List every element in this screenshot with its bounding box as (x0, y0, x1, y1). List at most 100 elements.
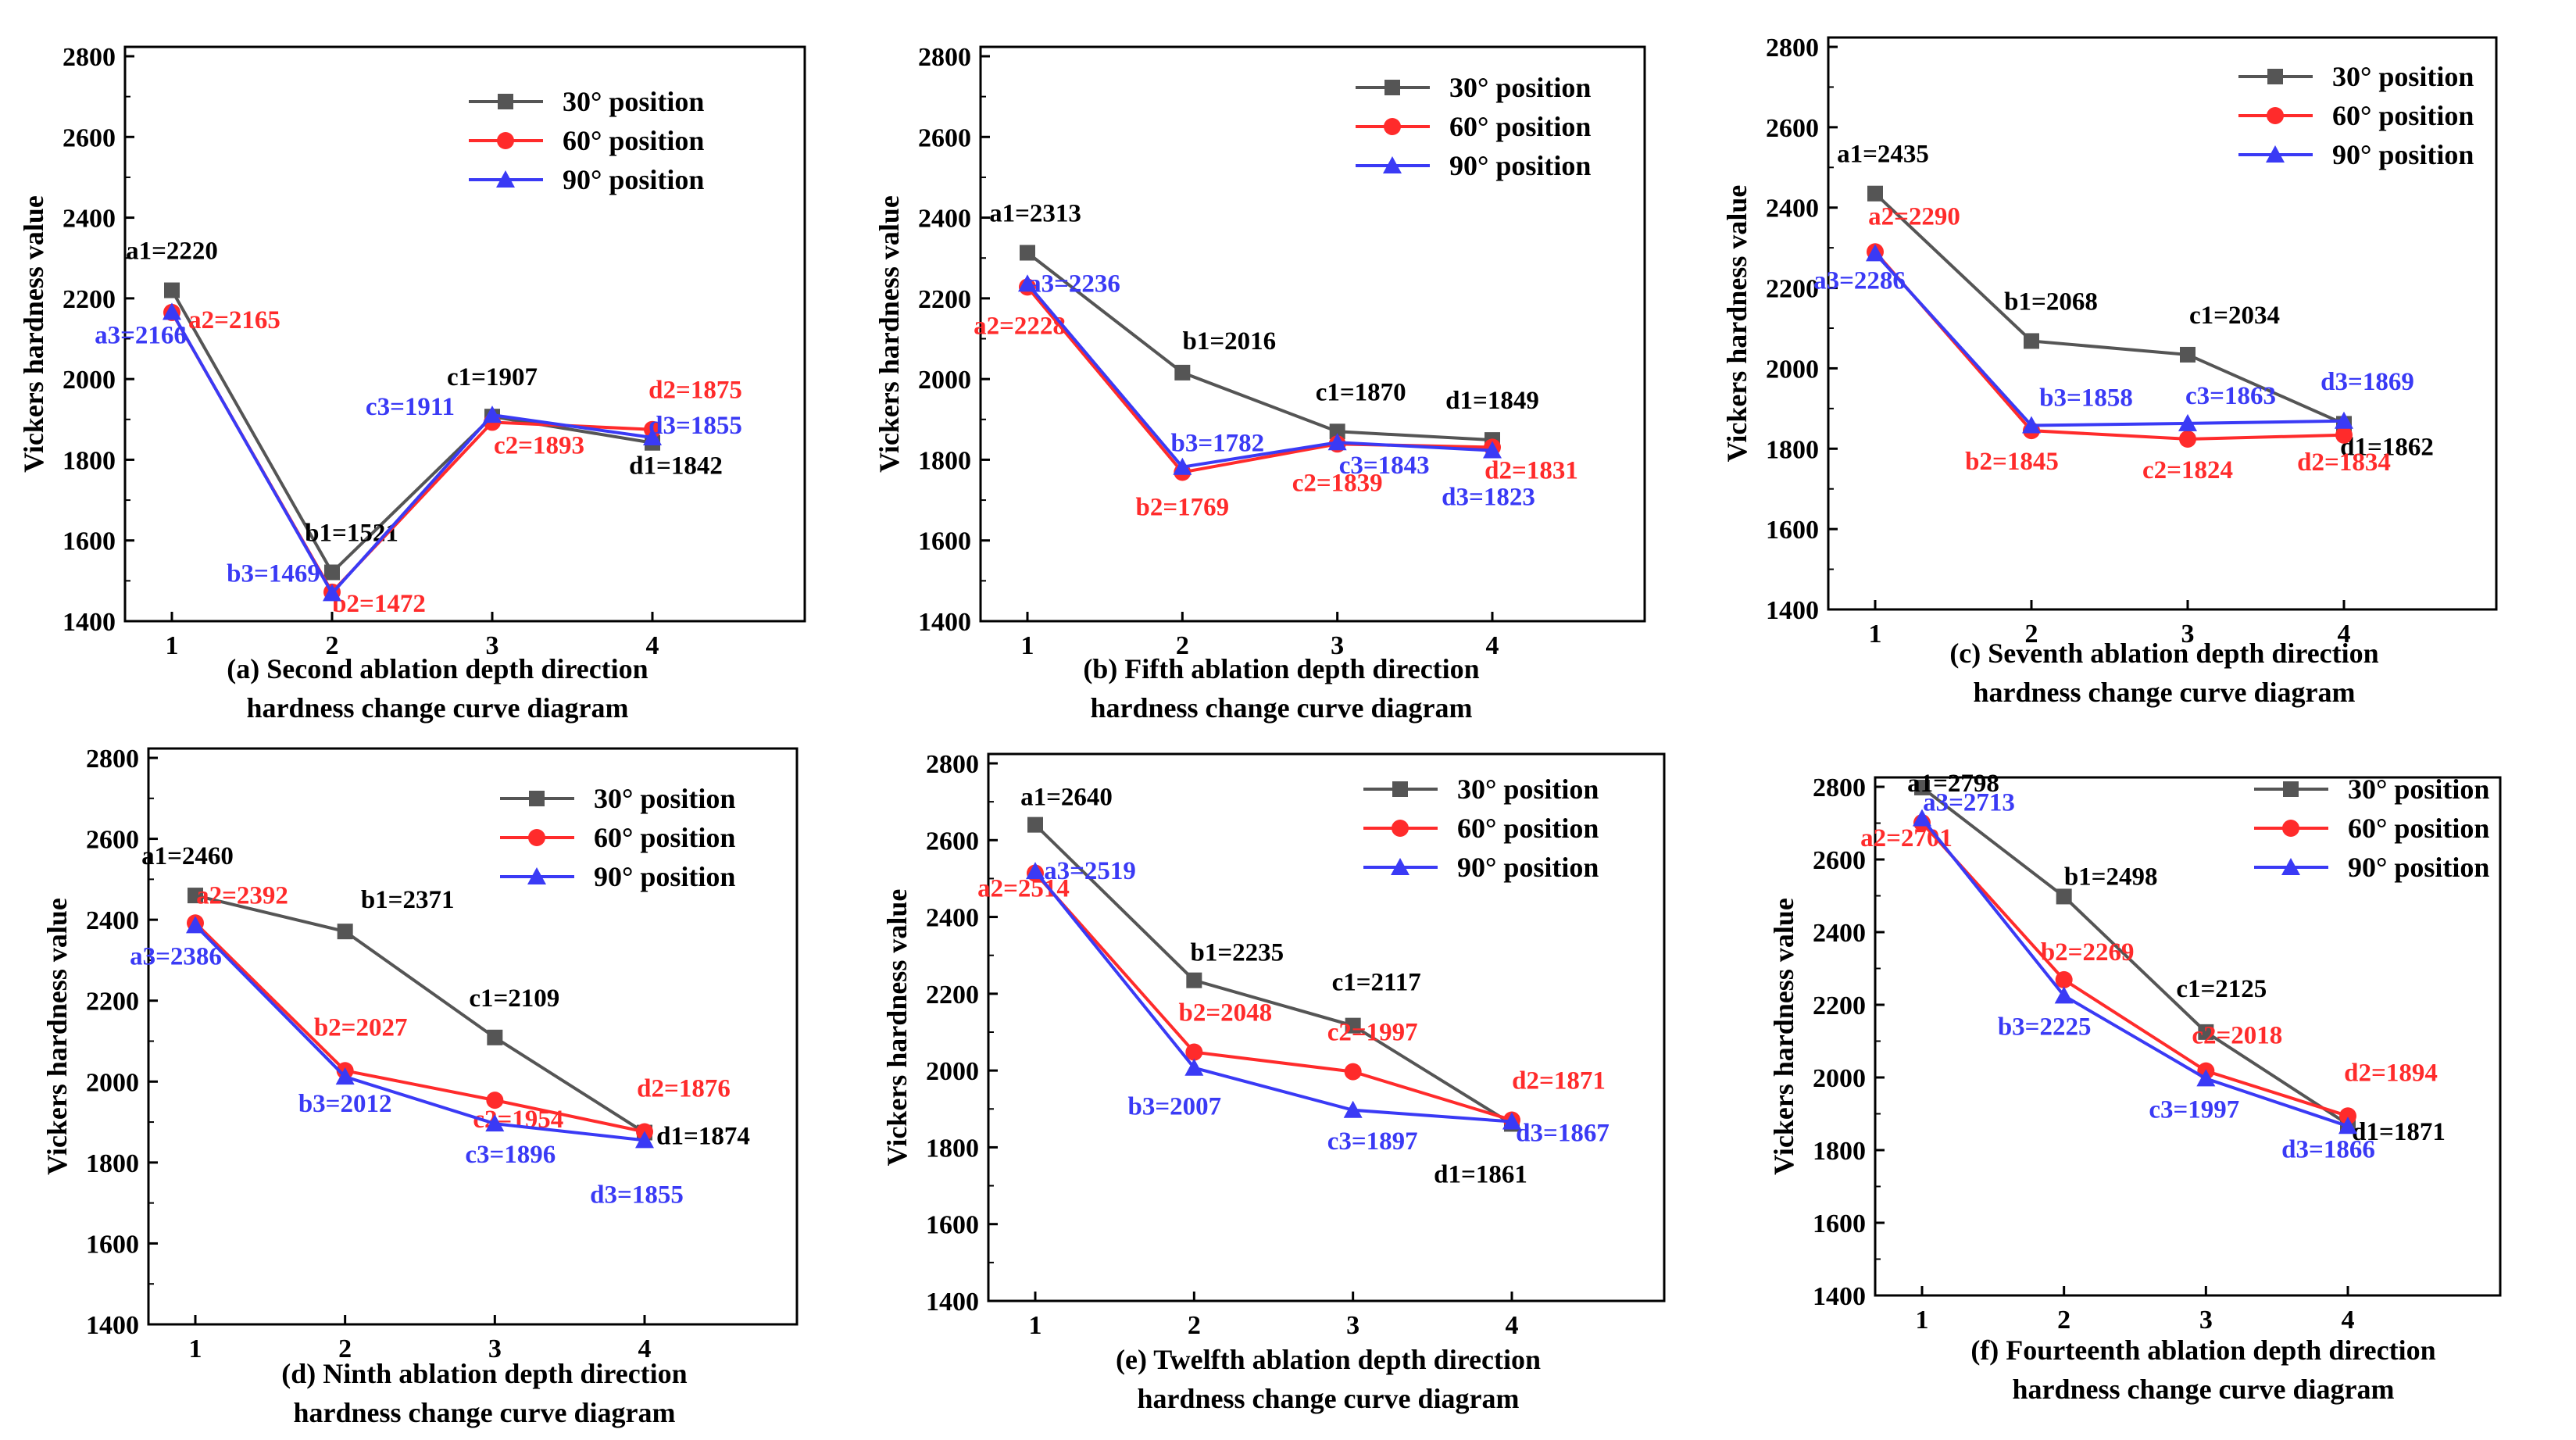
y-tick-label: 1400 (1813, 1282, 1866, 1311)
legend-marker (1392, 820, 1409, 837)
series-1: a2=2290 b2=1845 c2=1824 d2=1834 (1867, 202, 2391, 484)
data-label: a1=2460 (141, 842, 234, 870)
legend-label: 30° position (1449, 72, 1591, 103)
data-point (1173, 457, 1192, 475)
legend-entry-1: 60° position (1363, 813, 1599, 844)
legend-label: 90° position (1449, 150, 1591, 181)
data-label: c3=1863 (2185, 382, 2276, 410)
data-label: a1=2313 (989, 200, 1081, 228)
y-tick-label: 2600 (86, 826, 139, 855)
data-label: b2=1769 (1135, 493, 1229, 521)
data-label: a2=2290 (1868, 202, 1960, 230)
data-label: c2=1893 (494, 431, 584, 459)
data-point (1345, 1017, 1361, 1034)
data-label: b1=2371 (361, 886, 455, 914)
chart-panel-a: 1400 1600 1800 2000 2200 2400 2600 2800 1 2 3 4 Vick… (18, 43, 806, 724)
data-point (483, 406, 502, 423)
data-point (337, 924, 353, 940)
series-line (1920, 817, 2349, 1128)
data-label: c3=1843 (1339, 452, 1430, 480)
x-tick-label: 4 (646, 631, 659, 660)
series-line (170, 311, 653, 596)
series-line (1034, 872, 1513, 1122)
data-label: d1=1874 (656, 1123, 750, 1151)
data-label: c3=1896 (465, 1141, 556, 1169)
series-0: a1=2220 b1=1521 c1=1907 d1=1842 (126, 238, 723, 581)
y-tick-label: 2800 (918, 43, 971, 72)
data-point (2196, 1069, 2216, 1087)
data-label: b1=2498 (2064, 863, 2158, 891)
chart-panel-f: 1400 1600 1800 2000 2200 2400 2600 2800 1 2 3 4 Vick… (1768, 770, 2502, 1405)
data-label: c3=1911 (366, 393, 455, 421)
data-label: d1=1842 (629, 452, 723, 481)
legend-entry-2: 90° position (500, 861, 735, 892)
y-axis-title: Vickers hardness value (881, 889, 913, 1167)
y-tick-label: 2000 (63, 366, 116, 395)
legend-marker (1392, 781, 1408, 797)
data-point (2198, 1024, 2214, 1040)
legend-entry-0: 30° position (1356, 72, 1591, 103)
series-0: a1=2313 b1=2016 c1=1870 d1=1849 (989, 200, 1539, 448)
legend-entry-2: 90° position (469, 164, 704, 195)
legend-marker (496, 170, 515, 188)
y-tick-label: 1400 (918, 608, 971, 637)
y-tick-label: 2200 (1813, 992, 1866, 1020)
series-line (1026, 282, 1493, 469)
y-tick-label: 2800 (926, 750, 979, 779)
legend-marker (1383, 156, 1402, 173)
legend-label: 90° position (1457, 852, 1599, 883)
legend-entry-0: 30° position (2254, 774, 2489, 805)
x-tick-label: 2 (2025, 620, 2038, 649)
x-tick-label: 1 (1021, 631, 1034, 660)
data-label: c1=2117 (1332, 969, 1421, 997)
series-2: a3=2236 b3=1782 c3=1843 d3=1823 (1018, 270, 1535, 512)
x-tick-label: 4 (2342, 1306, 2355, 1335)
legend-entry-0: 30° position (500, 783, 735, 814)
legend-marker (1384, 80, 1400, 95)
data-point (1329, 423, 1345, 440)
legend-marker (2267, 69, 2283, 84)
data-point (485, 1114, 505, 1132)
data-label: d3=1866 (2281, 1135, 2375, 1163)
legend-marker (1391, 858, 1409, 875)
y-tick-label: 2400 (918, 205, 971, 234)
series-2: a3=2286 b3=1858 c3=1863 d3=1869 (1813, 244, 2414, 434)
legend-entry-0: 30° position (2238, 61, 2474, 92)
x-tick-label: 3 (2199, 1306, 2213, 1335)
y-tick-label: 2800 (86, 745, 139, 774)
x-tick-label: 4 (1486, 631, 1499, 660)
legend-entry-2: 90° position (1356, 150, 1591, 181)
y-tick-label: 1800 (926, 1134, 979, 1163)
data-label: a3=2236 (1028, 270, 1120, 298)
legend-entry-1: 60° position (2238, 100, 2474, 131)
series-0: a1=2435 b1=2068 c1=2034 d1=1862 (1837, 141, 2434, 462)
data-label: b1=2068 (2004, 288, 2098, 316)
data-point (1867, 185, 1883, 202)
x-tick-label: 2 (338, 1335, 352, 1363)
y-tick-label: 2200 (918, 285, 971, 314)
legend-marker (2282, 820, 2299, 837)
x-tick-label: 1 (189, 1335, 202, 1363)
legend-marker (497, 132, 514, 149)
y-tick-label: 1800 (918, 446, 971, 475)
data-point (1018, 274, 1037, 292)
data-point (2339, 1107, 2356, 1125)
y-tick-label: 1800 (86, 1149, 139, 1178)
data-label: d1=1871 (2352, 1118, 2446, 1146)
legend-marker (498, 94, 513, 109)
data-point (2180, 346, 2195, 363)
series-line (1920, 786, 2349, 1126)
legend-label: 90° position (563, 164, 704, 195)
data-label: c3=1997 (2149, 1095, 2239, 1124)
data-point (1913, 809, 1931, 827)
x-tick-label: 3 (2181, 620, 2195, 649)
y-tick-label: 1600 (1766, 516, 1819, 545)
panel-caption-line2: hardness change curve diagram (247, 692, 629, 724)
legend-label: 30° position (563, 86, 704, 117)
y-axis-title: Vickers hardness value (1768, 898, 1799, 1175)
data-point (323, 584, 341, 602)
plot-frame (1827, 36, 2498, 611)
x-tick-label: 2 (2057, 1306, 2070, 1335)
legend-label: 30° position (594, 783, 735, 814)
y-tick-label: 2400 (1813, 919, 1866, 948)
